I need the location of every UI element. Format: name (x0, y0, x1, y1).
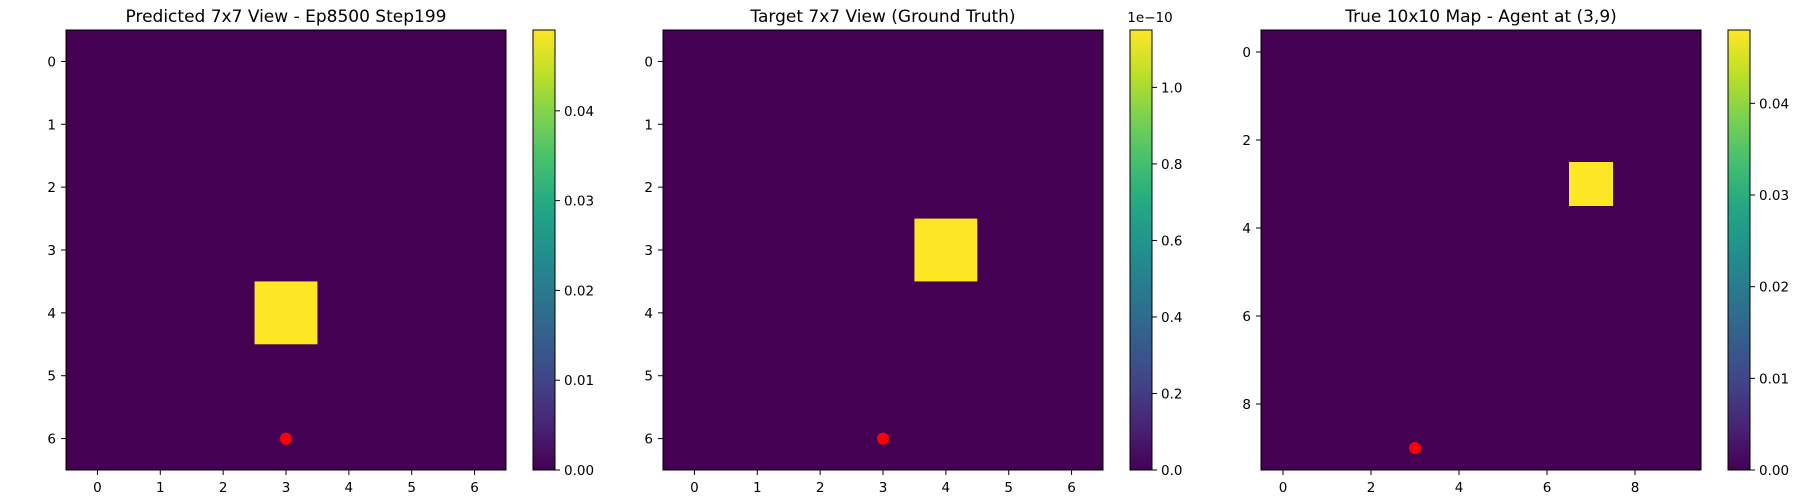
y-tick-label: 0 (47, 54, 56, 70)
x-tick-label: 1 (753, 480, 762, 496)
heatmap-cell-highlight (1569, 162, 1613, 206)
y-tick-label: 2 (47, 180, 56, 196)
colorbar-tick-label: 0.04 (564, 104, 594, 120)
y-tick-label: 5 (47, 369, 56, 385)
heatmap-background (1261, 30, 1701, 470)
colorbar-tick-label: 0.2 (1161, 386, 1182, 402)
x-tick-label: 5 (1004, 480, 1013, 496)
heatmap-background (66, 30, 506, 470)
heatmap-cell-highlight (914, 218, 978, 282)
y-tick-label: 2 (1242, 133, 1251, 149)
colorbar-tick-label: 0.02 (1759, 280, 1789, 296)
x-tick-label: 0 (1279, 480, 1288, 496)
y-tick-label: 4 (644, 306, 653, 322)
colorbar-tick-label: 0.02 (564, 283, 594, 299)
y-tick-label: 4 (1242, 221, 1251, 237)
chart-title: Target 7x7 View (Ground Truth) (749, 7, 1015, 27)
y-tick-label: 8 (1242, 397, 1251, 413)
y-tick-label: 1 (47, 117, 56, 133)
y-tick-label: 5 (644, 369, 653, 385)
y-tick-label: 6 (1242, 309, 1251, 325)
x-tick-label: 2 (1367, 480, 1376, 496)
y-tick-label: 6 (47, 432, 56, 448)
x-tick-label: 2 (219, 480, 228, 496)
x-tick-label: 8 (1631, 480, 1640, 496)
x-tick-label: 6 (470, 480, 479, 496)
colorbar-tick-label: 0.01 (564, 373, 594, 389)
colorbar-tick-label: 0.00 (564, 463, 594, 479)
y-tick-label: 6 (644, 432, 653, 448)
x-tick-label: 6 (1543, 480, 1552, 496)
colorbar-tick-label: 0.0 (1161, 463, 1182, 479)
y-tick-label: 2 (644, 180, 653, 196)
x-tick-label: 6 (1067, 480, 1076, 496)
chart-title: True 10x10 Map - Agent at (3,9) (1344, 7, 1617, 27)
colorbar-tick-label: 0.00 (1759, 463, 1789, 479)
colorbar-tick-label: 0.01 (1759, 371, 1789, 387)
colorbar-tick-label: 0.03 (1759, 188, 1789, 204)
x-tick-label: 4 (1455, 480, 1464, 496)
colorbar (1129, 29, 1153, 471)
colorbar (532, 29, 556, 471)
y-tick-label: 3 (47, 243, 56, 259)
x-tick-label: 1 (156, 480, 165, 496)
chart-1: Predicted 7x7 View - Ep8500 Step199 0 1 2 3 4… (47, 7, 594, 496)
plot-frame (1260, 29, 1702, 471)
agent-marker (1409, 442, 1421, 454)
colorbar (1727, 29, 1751, 471)
colorbar-tick-label: 0.6 (1161, 233, 1182, 249)
x-tick-label: 4 (345, 480, 354, 496)
y-tick-label: 3 (644, 243, 653, 259)
y-tick-label: 4 (47, 306, 56, 322)
colorbar-offset-label: 1e−10 (1127, 10, 1172, 26)
colorbar-tick-label: 1.0 (1161, 80, 1182, 96)
colorbar-tick-label: 0.04 (1759, 96, 1789, 112)
colorbar-tick-label: 0.03 (564, 194, 594, 210)
x-tick-label: 2 (816, 480, 825, 496)
y-tick-label: 0 (644, 54, 653, 70)
chart-title: Predicted 7x7 View - Ep8500 Step199 (126, 7, 447, 27)
y-tick-label: 0 (1242, 45, 1251, 61)
agent-marker (280, 432, 292, 445)
heatmap-background (663, 30, 1103, 470)
x-tick-label: 5 (407, 480, 416, 496)
colorbar-tick-label: 0.8 (1161, 157, 1182, 173)
chart-2: Target 7x7 View (Ground Truth) 0 1 2 3 4 5 6 0 1 2… (644, 7, 1182, 496)
heatmap-cell-highlight (254, 281, 318, 345)
x-tick-label: 0 (690, 480, 699, 496)
y-tick-label: 1 (644, 117, 653, 133)
x-tick-label: 0 (93, 480, 102, 496)
chart-3: True 10x10 Map - Agent at (3,9) 0 2 4 6 8 0 2 4 6… (1242, 7, 1789, 496)
agent-marker (877, 432, 889, 445)
colorbar-tick-label: 0.4 (1161, 310, 1182, 326)
x-tick-label: 3 (282, 480, 291, 496)
x-tick-label: 4 (942, 480, 951, 496)
x-tick-label: 3 (879, 480, 888, 496)
